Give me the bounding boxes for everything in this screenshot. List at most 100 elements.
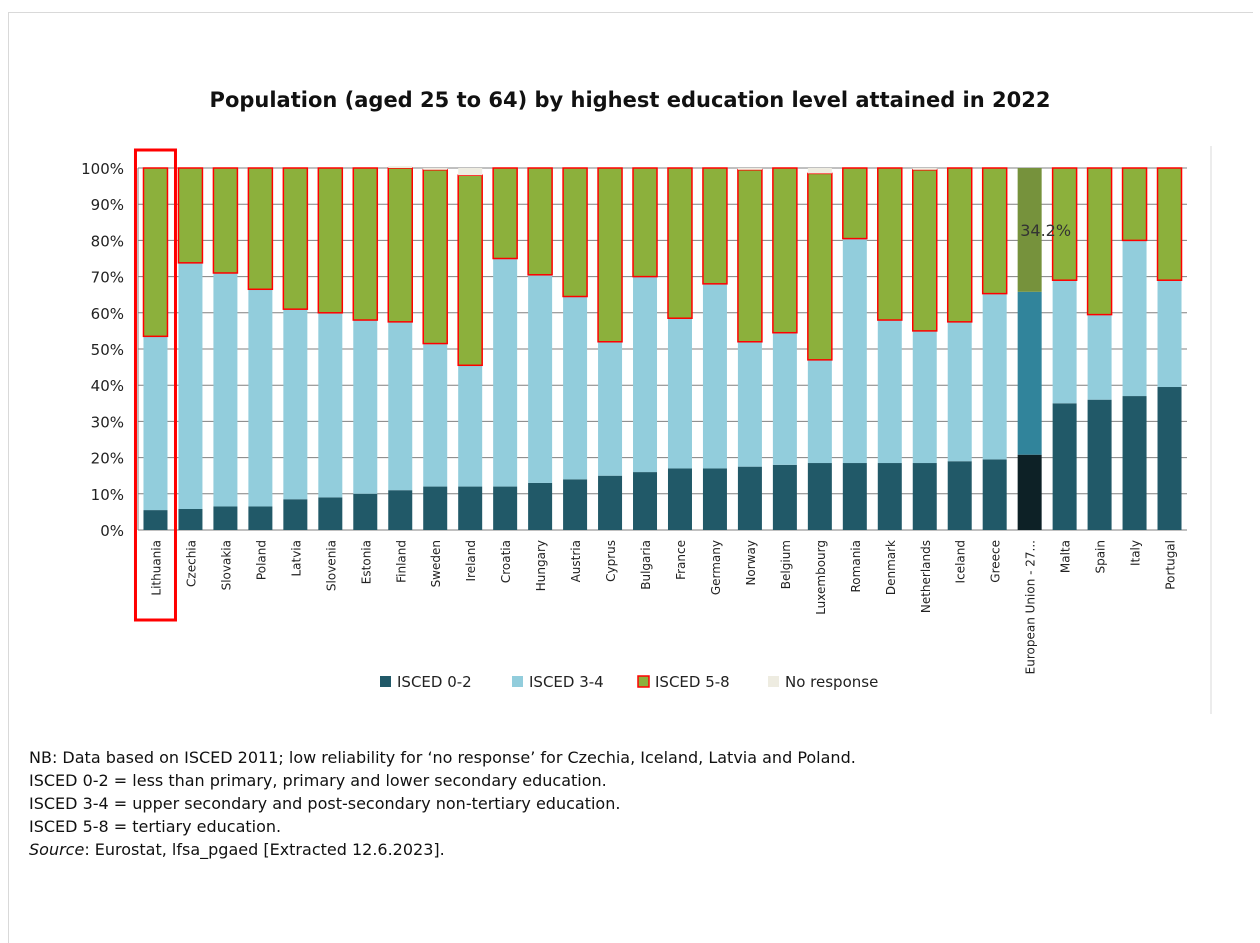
annotation-label: 34.2%: [1020, 221, 1071, 240]
bar-segment-isced-3-4: [563, 297, 587, 480]
bar-segment-isced-3-4: [738, 342, 762, 467]
x-tick-label: Latvia: [289, 540, 303, 577]
bar-segment-isced-3-4: [423, 344, 447, 487]
bar-segment-isced-5-8: [283, 168, 307, 309]
bar-segment-isced-3-4: [843, 239, 867, 463]
bar-segment-isced-5-8: [808, 173, 832, 359]
legend-swatch: [768, 676, 779, 687]
bar-segment-isced-0-2: [143, 510, 167, 530]
y-tick-label: 0%: [100, 522, 124, 540]
x-tick-label: Lithuania: [149, 540, 163, 596]
bar-segment-isced-5-8: [493, 168, 517, 259]
bar-segment-isced-0-2: [283, 499, 307, 530]
bar-segment-isced-5-8: [843, 168, 867, 239]
bar-segment-isced-5-8: [248, 168, 272, 289]
y-tick-label: 30%: [91, 413, 124, 431]
x-tick-label: Austria: [569, 540, 583, 582]
legend: ISCED 0-2 ISCED 3-4 ISCED 5-8 No response: [380, 673, 878, 691]
x-axis-labels: Lithuania Czechia Slovakia Poland Latvia Slov…: [149, 540, 1177, 674]
source-label: Source: [29, 840, 84, 859]
bar-segment-isced-3-4: [633, 277, 657, 472]
x-tick-label: Sweden: [429, 540, 443, 587]
bar-segment-isced-3-4: [493, 259, 517, 487]
bar-segment-isced-0-2: [738, 467, 762, 530]
bar-segment-isced-0-2: [353, 494, 377, 530]
bar-segment-isced-5-8: [668, 168, 692, 318]
bar-segment-isced-3-4: [1123, 240, 1147, 396]
x-tick-label: Finland: [394, 540, 408, 583]
bar-segment-isced-3-4: [878, 320, 902, 463]
bar-segment-isced-0-2: [1053, 403, 1077, 530]
x-tick-label: Portugal: [1164, 540, 1178, 590]
bar-segment-isced-3-4: [773, 333, 797, 465]
bar-segment-isced-3-4: [983, 294, 1007, 460]
bar-segment-isced-3-4: [1158, 280, 1182, 387]
bar-segment-isced-5-8: [388, 168, 412, 322]
x-tick-label: Croatia: [499, 540, 513, 583]
x-tick-label: Cyprus: [604, 540, 618, 582]
bar-segment-isced-3-4: [178, 263, 202, 509]
bar-segment-isced-5-8: [913, 170, 937, 331]
x-tick-label: France: [674, 540, 688, 580]
bar-segment-isced-5-8: [633, 168, 657, 277]
note-line-4: ISCED 5-8 = tertiary education.: [29, 815, 856, 838]
bar-segment-isced-0-2: [493, 487, 517, 530]
bar-segment-isced-5-8: [598, 168, 622, 342]
bar-segment-isced-0-2: [983, 459, 1007, 530]
bar-segment-isced-3-4: [528, 275, 552, 483]
bar-segment-isced-5-8: [423, 170, 447, 344]
bar-segment-isced-3-4: [703, 284, 727, 469]
y-tick-label: 100%: [81, 160, 124, 178]
bar-segment-isced-0-2: [213, 506, 237, 530]
x-tick-label: Czechia: [184, 540, 198, 587]
bar-segment-isced-0-2: [423, 487, 447, 530]
bar-segment-isced-3-4: [458, 365, 482, 486]
bar-segment-isced-5-8: [318, 168, 342, 313]
bar-segment-isced-5-8: [563, 168, 587, 297]
legend-label: ISCED 3-4: [529, 673, 604, 691]
bar-segment-isced-5-8: [528, 168, 552, 275]
bar-segment-isced-0-2: [878, 463, 902, 530]
bar-segment-isced-5-8: [353, 168, 377, 320]
y-tick-label: 50%: [91, 341, 124, 359]
bar-segment-no-response: [808, 168, 832, 173]
x-tick-label: Ireland: [464, 540, 478, 582]
bar-segment-isced-0-2: [1088, 400, 1112, 530]
bar-segment-isced-0-2: [178, 509, 202, 530]
legend-label: ISCED 0-2: [397, 673, 472, 691]
bar-segment-isced-5-8: [213, 168, 237, 273]
bar-segment-no-response: [738, 168, 762, 170]
bar-segment-isced-5-8: [178, 168, 202, 263]
x-tick-label: Netherlands: [919, 540, 933, 613]
bar-segment-no-response: [388, 166, 412, 168]
bar-segment-isced-3-4: [668, 318, 692, 468]
source-text: : Eurostat, lfsa_pgaed [Extracted 12.6.2…: [84, 840, 444, 859]
bar-segment-isced-5-8: [1158, 168, 1182, 280]
legend-label: No response: [785, 673, 878, 691]
x-tick-label: Estonia: [359, 540, 373, 584]
y-tick-label: 40%: [91, 377, 124, 395]
y-tick-label: 80%: [91, 232, 124, 250]
x-tick-label: Malta: [1059, 540, 1073, 573]
legend-label: ISCED 5-8: [655, 673, 730, 691]
x-tick-label: Luxembourg: [814, 540, 828, 615]
bar-segment-isced-0-2: [318, 497, 342, 530]
bar-segment-isced-3-4: [388, 322, 412, 490]
bar-segment-isced-3-4: [353, 320, 377, 494]
bar-segment-isced-5-8: [458, 175, 482, 365]
y-tick-label: 90%: [91, 196, 124, 214]
bar-segment-isced-3-4: [1053, 280, 1077, 403]
bar-segment-isced-5-8: [738, 170, 762, 342]
bar-segment-isced-0-2: [808, 463, 832, 530]
bar-segment-isced-0-2: [528, 483, 552, 530]
bar-segment-isced-0-2: [668, 468, 692, 530]
bar-segment-isced-5-8: [143, 168, 167, 336]
y-tick-label: 20%: [91, 450, 124, 468]
y-tick-label: 60%: [91, 305, 124, 323]
bar-segment-isced-5-8: [1123, 168, 1147, 240]
bar-segment-isced-3-4: [913, 331, 937, 463]
bar-segment-isced-3-4: [598, 342, 622, 476]
bar-segment-isced-0-2: [773, 465, 797, 530]
bar-segment-isced-0-2: [1158, 387, 1182, 530]
x-tick-label: Hungary: [534, 540, 548, 591]
